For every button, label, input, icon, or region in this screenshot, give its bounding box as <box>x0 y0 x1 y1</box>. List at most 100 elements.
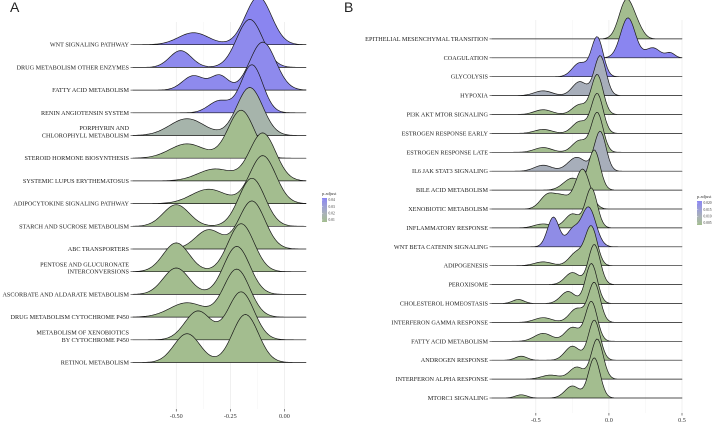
legend-label: 0.020 <box>704 201 712 205</box>
y-label-line: CHLOROPHYLL METABOLISM <box>42 133 130 140</box>
y-label-line: INFLAMMATORY RESPONSE <box>406 225 488 232</box>
y-label-line: ANDROGEN RESPONSE <box>421 357 488 364</box>
y-label-mtorc1-signaling: MTORC1 SIGNALING <box>428 395 492 402</box>
ridge-abc-transporters <box>132 200 307 250</box>
ridges <box>491 0 683 399</box>
y-label-line: PI3K AKT MTOR SIGNALING <box>407 112 489 119</box>
legend: p.adjust 0.020 0.015 0.010 0.005 <box>697 194 712 225</box>
panel-a: A WNT SIGNALING PATHWAY DRUG METABOLISM OT… <box>2 0 337 420</box>
y-label-line: ADIPOCYTOKINE SIGNALING PATHWAY <box>13 201 129 208</box>
ridge-hypoxia <box>491 55 683 96</box>
panel-label-a: A <box>10 0 20 15</box>
ridge-adipogenesis <box>491 225 683 267</box>
y-label-line: INTERFERON GAMMA RESPONSE <box>391 319 488 326</box>
y-labels: EPITHELIAL MESENCHYMAL TRANSITION COAGULA… <box>365 36 492 402</box>
y-label-renin-angiotensin-system: RENIN ANGIOTENSIN SYSTEM <box>41 110 133 117</box>
legend-label: 0.02 <box>329 212 335 216</box>
y-label-ascorbate-and-aldarate-metabolism: ASCORBATE AND ALDARATE METABOLISM <box>2 291 133 298</box>
ridge-fatty-acid-metabolism <box>491 300 683 342</box>
x-tick-label: -0.50 <box>170 413 183 420</box>
y-labels: WNT SIGNALING PATHWAY DRUG METABOLISM OTH… <box>2 42 133 367</box>
x-tick-label: 0.5 <box>678 417 686 424</box>
x-tick-label: -0.5 <box>531 417 541 424</box>
y-label-line: STARCH AND SUCROSE METABOLISM <box>19 223 129 230</box>
legend-colorbar <box>697 201 702 225</box>
y-label-line: PEROXISOME <box>448 282 488 289</box>
y-label-line: CHOLESTEROL HOMEOSTASIS <box>400 301 489 308</box>
y-label-line: DRUG METABOLISM CYTOCHROME P450 <box>10 314 129 321</box>
y-label-line: WNT SIGNALING PATHWAY <box>50 42 130 49</box>
ridge-wnt-beta-catenin-signaling <box>491 206 683 248</box>
ridge-androgen-response <box>491 319 683 361</box>
y-label-line: ABC TRANSPORTERS <box>68 246 130 253</box>
y-label-peroxisome: PEROXISOME <box>448 282 492 289</box>
y-label-line: SYSTEMIC LUPUS ERYTHEMATOSUS <box>23 178 130 185</box>
y-label-abc-transporters: ABC TRANSPORTERS <box>68 246 133 253</box>
legend-title: p.adjust <box>322 191 337 196</box>
y-label-estrogen-response-early: ESTROGEN RESPONSE EARLY <box>402 130 492 137</box>
legend-title: p.adjust <box>697 194 712 199</box>
ridge-wnt-signaling-pathway <box>132 0 307 46</box>
y-label-line: ESTROGEN RESPONSE LATE <box>407 149 489 156</box>
y-label-adipogenesis: ADIPOGENESIS <box>444 263 492 270</box>
y-label-line: INTERCONVERSIONS <box>67 269 129 276</box>
panel-b: B EPITHELIAL MESENCHYMAL TRANSITION COAGUL… <box>344 0 712 424</box>
y-label-line: FATTY ACID METABOLISM <box>52 87 129 94</box>
ridge-retinol-metabolism <box>132 314 307 363</box>
ridge-estrogen-response-early <box>491 93 683 134</box>
legend-colorbar <box>322 198 327 222</box>
y-label-line: STEROID HORMONE BIOSYNTHESIS <box>24 155 129 162</box>
x-axis: -0.5 0.0 0.5 <box>531 413 686 424</box>
legend-label: 0.03 <box>329 205 335 209</box>
ridge-cholesterol-homeostasis <box>491 263 683 304</box>
y-label-line: RENIN ANGIOTENSIN SYSTEM <box>41 110 129 117</box>
y-label-glycolysis: GLYCOLYSIS <box>451 74 492 81</box>
y-label-line: ESTROGEN RESPONSE EARLY <box>402 130 489 137</box>
y-label-line: PENTOSE AND GLUCURONATE <box>40 261 129 268</box>
y-label-line: IL6 JAK STAT3 SIGNALING <box>412 168 489 175</box>
y-label-line: RETINOL METABOLISM <box>61 360 130 367</box>
ridge-epithelial-mesenchymal-transition <box>491 0 683 40</box>
ridge-metabolism-of-xenobiotics-by-cytochrome-p450 <box>132 291 307 341</box>
ridge-pentose-and-glucuronate-interconversions <box>132 223 307 273</box>
ridge-fatty-acid-metabolism <box>132 41 307 91</box>
y-label-line: DRUG METABOLISM OTHER ENZYMES <box>17 64 130 71</box>
ridge-bile-acid-metabolism <box>491 149 683 191</box>
ridges <box>132 0 307 363</box>
y-label-xenobiotic-metabolism: XENOBIOTIC METABOLISM <box>408 206 492 213</box>
y-label-line: WNT BETA CATENIN SIGNALING <box>394 244 489 251</box>
y-label-fatty-acid-metabolism: FATTY ACID METABOLISM <box>411 338 492 345</box>
y-label-adipocytokine-signaling-pathway: ADIPOCYTOKINE SIGNALING PATHWAY <box>13 201 133 208</box>
x-tick-label: -0.25 <box>224 413 237 420</box>
y-label-line: COAGULATION <box>444 55 489 62</box>
y-label-line: FATTY ACID METABOLISM <box>411 338 488 345</box>
ridge-drug-metabolism-cytochrome-p450 <box>132 268 307 318</box>
y-label-pi3k-akt-mtor-signaling: PI3K AKT MTOR SIGNALING <box>407 112 492 119</box>
y-label-inflammatory-response: INFLAMMATORY RESPONSE <box>406 225 492 232</box>
y-label-line: GLYCOLYSIS <box>451 74 489 81</box>
ridge-pi3k-akt-mtor-signaling <box>491 74 683 115</box>
legend-label: 0.04 <box>329 198 335 202</box>
y-label-line: EPITHELIAL MESENCHYMAL TRANSITION <box>365 36 488 43</box>
ridge-il6-jak-stat3-signaling <box>491 130 683 172</box>
y-label-line: ADIPOGENESIS <box>444 263 489 270</box>
y-label-line: BY CYTOCHROME P450 <box>62 337 129 344</box>
ridge-interferon-alpha-response <box>491 338 683 380</box>
legend-label: 0.005 <box>704 221 712 225</box>
y-label-line: INTERFERON ALPHA RESPONSE <box>396 376 489 383</box>
y-label-wnt-beta-catenin-signaling: WNT BETA CATENIN SIGNALING <box>394 244 492 251</box>
ridge-glycolysis <box>491 36 683 78</box>
y-label-cholesterol-homeostasis: CHOLESTEROL HOMEOSTASIS <box>400 301 492 308</box>
ridge-porphyrin-and-chlorophyll-metabolism <box>132 87 307 136</box>
y-label-systemic-lupus-erythematosus: SYSTEMIC LUPUS ERYTHEMATOSUS <box>23 178 133 185</box>
ridge-xenobiotic-metabolism <box>491 168 683 210</box>
y-label-steroid-hormone-biosynthesis: STEROID HORMONE BIOSYNTHESIS <box>24 155 133 162</box>
y-label-line: MTORC1 SIGNALING <box>428 395 489 402</box>
y-label-starch-and-sucrose-metabolism: STARCH AND SUCROSE METABOLISM <box>19 223 133 230</box>
y-label-bile-acid-metabolism: BILE ACID METABOLISM <box>416 187 492 194</box>
y-label-line: HYPOXIA <box>460 93 488 100</box>
